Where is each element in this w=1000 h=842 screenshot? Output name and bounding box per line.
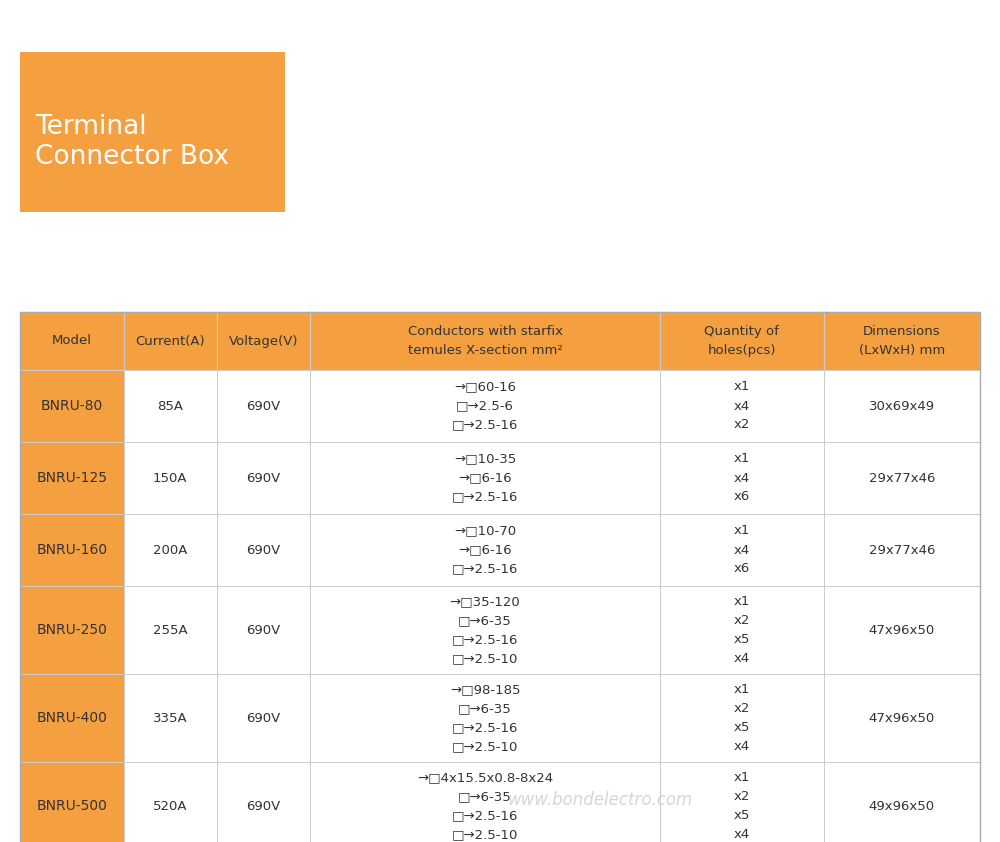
Bar [660, 586, 824, 674]
Text: Voltage(V): Voltage(V) [229, 334, 298, 348]
Bar [310, 312, 660, 370]
Text: x1
x4
x6: x1 x4 x6 [734, 452, 750, 504]
Text: 520A: 520A [153, 800, 187, 813]
Bar [310, 762, 660, 842]
Text: x1
x4
x2: x1 x4 x2 [734, 381, 750, 431]
Bar [20, 442, 124, 514]
Text: →□4x15.5x0.8-8x24
□→6-35
□→2.5-16
□→2.5-10: →□4x15.5x0.8-8x24 □→6-35 □→2.5-16 □→2.5-… [417, 771, 553, 841]
Bar [124, 674, 217, 762]
Text: Model: Model [52, 334, 92, 348]
Text: x1
x2
x5
x4: x1 x2 x5 x4 [734, 771, 750, 841]
Text: →□10-35
→□6-16
□→2.5-16: →□10-35 →□6-16 □→2.5-16 [452, 452, 518, 504]
Text: Dimensions
(LxWxH) mm: Dimensions (LxWxH) mm [859, 325, 945, 357]
Bar [20, 370, 124, 442]
Text: Connector Box: Connector Box [35, 144, 229, 170]
Bar [20, 762, 124, 842]
Text: BNRU-250: BNRU-250 [36, 623, 107, 637]
Text: BNRU-500: BNRU-500 [36, 799, 107, 813]
Text: 47x96x50: 47x96x50 [869, 623, 935, 637]
Bar [20, 674, 124, 762]
Text: 690V: 690V [246, 711, 280, 724]
Text: 29x77x46: 29x77x46 [869, 472, 935, 484]
Text: 690V: 690V [246, 543, 280, 557]
Text: 690V: 690V [246, 399, 280, 413]
Bar [124, 370, 217, 442]
Text: 690V: 690V [246, 623, 280, 637]
Bar [824, 442, 980, 514]
Bar [217, 442, 310, 514]
Text: 150A: 150A [153, 472, 187, 484]
Text: 200A: 200A [153, 543, 187, 557]
Bar [660, 514, 824, 586]
Bar [660, 442, 824, 514]
Bar [310, 514, 660, 586]
Text: Quantity of
holes(pcs): Quantity of holes(pcs) [704, 325, 779, 357]
Bar [660, 762, 824, 842]
Bar [20, 514, 124, 586]
Bar [217, 674, 310, 762]
Text: Current(A): Current(A) [135, 334, 205, 348]
Bar [824, 674, 980, 762]
Bar [310, 674, 660, 762]
Bar [124, 312, 217, 370]
Text: BNRU-400: BNRU-400 [36, 711, 107, 725]
Bar [20, 52, 285, 212]
Bar [824, 312, 980, 370]
Bar [310, 442, 660, 514]
Text: 690V: 690V [246, 800, 280, 813]
Text: 690V: 690V [246, 472, 280, 484]
Text: →□60-16
□→2.5-6
□→2.5-16: →□60-16 □→2.5-6 □→2.5-16 [452, 381, 518, 431]
Bar [660, 370, 824, 442]
Text: 335A: 335A [153, 711, 188, 724]
Bar [217, 586, 310, 674]
Text: x1
x2
x5
x4: x1 x2 x5 x4 [734, 683, 750, 753]
Text: x1
x4
x6: x1 x4 x6 [734, 525, 750, 575]
Bar [217, 514, 310, 586]
Text: 47x96x50: 47x96x50 [869, 711, 935, 724]
Text: Conductors with starfix
temules X-section mm²: Conductors with starfix temules X-sectio… [408, 325, 563, 357]
Text: 29x77x46: 29x77x46 [869, 543, 935, 557]
Text: BNRU-160: BNRU-160 [36, 543, 107, 557]
Text: →□35-120
□→6-35
□→2.5-16
□→2.5-10: →□35-120 □→6-35 □→2.5-16 □→2.5-10 [450, 595, 520, 665]
Text: →□98-185
□→6-35
□→2.5-16
□→2.5-10: →□98-185 □→6-35 □→2.5-16 □→2.5-10 [450, 683, 520, 753]
Text: 30x69x49: 30x69x49 [869, 399, 935, 413]
Bar [824, 762, 980, 842]
Text: x1
x2
x5
x4: x1 x2 x5 x4 [734, 595, 750, 665]
Bar [124, 442, 217, 514]
Bar [124, 762, 217, 842]
Text: 255A: 255A [153, 623, 188, 637]
Bar [660, 674, 824, 762]
Text: 85A: 85A [157, 399, 183, 413]
Text: 49x96x50: 49x96x50 [869, 800, 935, 813]
Bar [20, 586, 124, 674]
Bar [124, 514, 217, 586]
Bar [124, 586, 217, 674]
Bar [824, 586, 980, 674]
Bar [20, 312, 980, 842]
Bar [824, 514, 980, 586]
Bar [310, 586, 660, 674]
Bar [217, 370, 310, 442]
Text: BNRU-80: BNRU-80 [41, 399, 103, 413]
Bar [310, 370, 660, 442]
Bar [660, 312, 824, 370]
Text: →□10-70
→□6-16
□→2.5-16: →□10-70 →□6-16 □→2.5-16 [452, 525, 518, 575]
Text: www.bondelectro.com: www.bondelectro.com [507, 791, 693, 809]
Bar [824, 370, 980, 442]
Bar [20, 312, 124, 370]
Text: BNRU-125: BNRU-125 [36, 471, 107, 485]
Bar [217, 312, 310, 370]
Bar [217, 762, 310, 842]
Text: Terminal: Terminal [35, 114, 147, 140]
